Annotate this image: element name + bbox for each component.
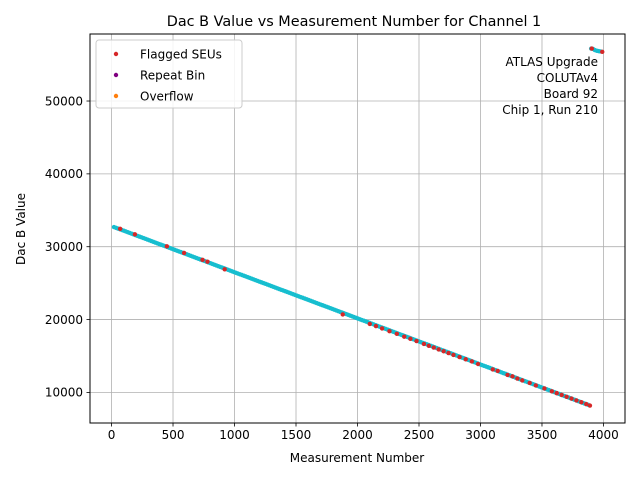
legend-marker [113,51,119,57]
flagged-seu-point [387,329,392,334]
flagged-seu-point [367,321,372,327]
flagged-seu-point [475,361,481,367]
chart-title: Dac B Value vs Measurement Number for Ch… [167,14,541,30]
flagged-seu-point [222,267,227,272]
legend-marker [113,72,119,78]
x-tick-label: 2000 [342,428,373,442]
flagged-seu-point [457,354,462,360]
flagged-seu-point [574,398,579,403]
flagged-seu-point [408,336,413,342]
flagged-seu-point [451,352,456,358]
legend: Flagged SEUs Repeat Bin Overflow [95,39,243,109]
x-tick-label: 500 [162,428,185,442]
flagged-seu-point [569,396,574,401]
flagged-seu-point [589,46,594,51]
annotation-line-2: COLUTAv4 [537,71,598,85]
flagged-seu-point [564,394,569,399]
legend-label: Flagged SEUs [140,47,222,61]
flagged-seu-point [200,257,205,263]
flagged-seu-point [527,380,532,386]
x-tick-label: 3500 [527,428,558,442]
flagged-seu-point [584,401,589,407]
flagged-seu-point [510,374,515,379]
y-tick-label: 40000 [45,167,83,181]
flagged-seu-point [520,378,525,383]
y-axis-label: Dac B Value [14,193,28,265]
flagged-seu-point [490,367,495,372]
chip-annotation: ATLAS Upgrade COLUTAv4 Board 92 Chip 1, … [502,55,598,117]
flagged-seu-point [373,323,379,329]
x-tick-label: 1500 [281,428,312,442]
annotation-line-1: ATLAS Upgrade [505,55,598,69]
annotation-line-3: Board 92 [544,87,598,101]
flagged-seu-point [579,400,584,405]
y-tick-label: 50000 [45,94,83,108]
flagged-seu-point [542,386,547,391]
x-tick-label: 2500 [404,428,435,442]
y-tick-label: 10000 [45,386,83,400]
flagged-seu-point [441,349,446,354]
legend-label: Repeat Bin [140,68,205,82]
flagged-seu-point [505,372,510,378]
flagged-seu-point [600,49,605,55]
x-tick-label: 1000 [219,428,250,442]
flagged-seu-point [379,326,385,331]
flagged-seu-point [587,403,593,408]
flagged-seu-point [554,390,559,396]
flagged-seu-point [559,392,564,398]
flagged-seu-point [495,368,500,374]
x-tick-label: 0 [108,428,116,442]
legend-box [95,39,243,109]
flagged-seu-point [164,244,170,249]
grid-lines [90,34,625,423]
flagged-seu-point [421,341,427,347]
flagged-seu-point [181,250,187,256]
flagged-seu-point [533,383,539,388]
flagged-seu-point [205,259,210,264]
x-axis-label: Measurement Number [290,451,424,465]
flagged-seu-point [431,345,436,350]
y-tick-label: 30000 [45,240,83,254]
flagged-seu-point [436,347,441,352]
data-points [111,46,605,408]
x-axis-ticks: 0 500 1000 1500 2000 2500 3000 3500 4000 [108,423,619,442]
x-tick-label: 3000 [465,428,496,442]
annotation-line-4: Chip 1, Run 210 [502,103,598,117]
flagged-seu-point [426,343,432,348]
flagged-seu-point [402,334,407,339]
legend-marker [113,93,119,99]
y-tick-label: 20000 [45,313,83,327]
flagged-seu-point [132,232,138,237]
y-axis-ticks: 10000 20000 30000 40000 50000 [45,94,90,400]
legend-label: Overflow [140,89,194,103]
flagged-seu-point [463,357,468,362]
flagged-seu-point [549,389,555,394]
flagged-seu-point [394,331,400,336]
flagged-seu-point [117,226,123,232]
x-tick-label: 4000 [588,428,619,442]
flagged-seu-point [515,376,520,381]
flagged-seu-point [340,312,345,317]
flagged-seu-point [446,350,451,356]
flagged-seu-point [414,338,419,344]
flagged-seu-point [469,359,475,364]
